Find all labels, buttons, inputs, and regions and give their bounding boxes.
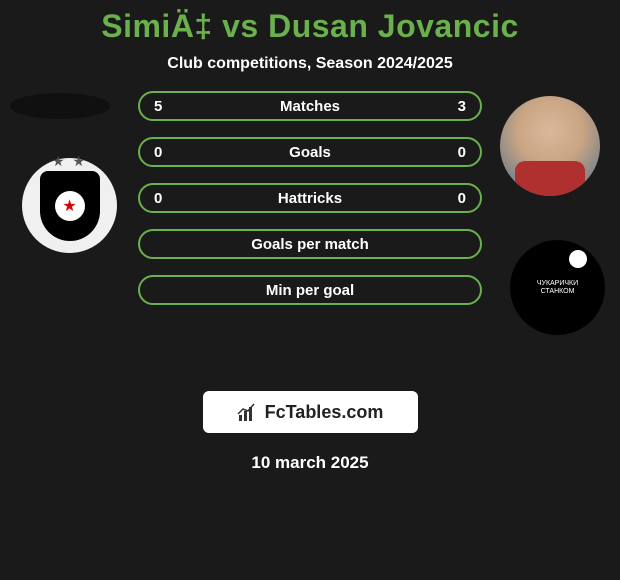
player-left-avatar: [10, 93, 110, 119]
stats-list: 5 Matches 3 0 Goals 0 0 Hattricks 0 Goal…: [138, 91, 482, 321]
stat-right-value: 0: [458, 190, 466, 207]
club-left-shield-icon: ★: [40, 171, 100, 241]
stat-label: Goals per match: [140, 236, 480, 253]
date-label: 10 march 2025: [0, 453, 620, 473]
stat-left-value: 0: [154, 144, 162, 161]
stat-row-goals-per-match: Goals per match: [138, 229, 482, 259]
page-title: SimiÄ‡ vs Dusan Jovancic: [0, 8, 620, 45]
club-right-inner-icon: ЧУКАРИЧКИСТАНКОМ: [528, 258, 588, 318]
stat-left-value: 5: [154, 98, 162, 115]
stat-label: Min per goal: [140, 282, 480, 299]
stat-row-hattricks: 0 Hattricks 0: [138, 183, 482, 213]
stat-row-min-per-goal: Min per goal: [138, 275, 482, 305]
brand-text: FcTables.com: [265, 402, 384, 423]
player-right-avatar: [500, 96, 600, 196]
stat-label: Matches: [140, 98, 480, 115]
stat-left-value: 0: [154, 190, 162, 207]
stat-row-goals: 0 Goals 0: [138, 137, 482, 167]
stat-right-value: 0: [458, 144, 466, 161]
stat-label: Hattricks: [140, 190, 480, 207]
content-area: ★ ЧУКАРИЧКИСТАНКОМ 5 Matches 3 0 Goals 0…: [0, 103, 620, 383]
subtitle: Club competitions, Season 2024/2025: [0, 55, 620, 73]
club-right-badge: ЧУКАРИЧКИСТАНКОМ: [510, 240, 605, 335]
stat-label: Goals: [140, 144, 480, 161]
chart-icon: [237, 403, 259, 421]
comparison-card: SimiÄ‡ vs Dusan Jovancic Club competitio…: [0, 0, 620, 473]
stat-row-matches: 5 Matches 3: [138, 91, 482, 121]
club-left-star-icon: ★: [55, 191, 85, 221]
club-left-badge: ★: [22, 158, 117, 253]
stat-right-value: 3: [458, 98, 466, 115]
brand-logo[interactable]: FcTables.com: [203, 391, 418, 433]
